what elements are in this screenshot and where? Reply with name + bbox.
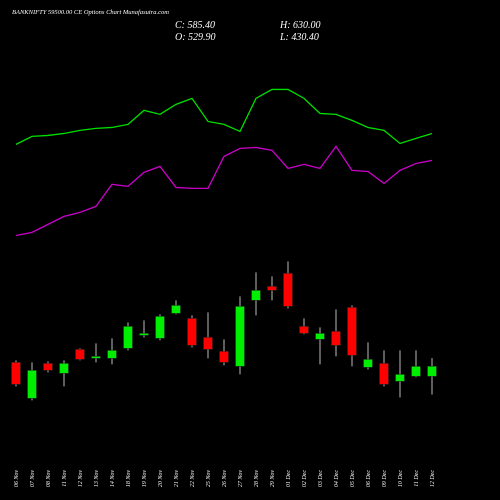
x-tick-label: 27 Nov (238, 470, 244, 488)
candle-body (331, 331, 341, 346)
candle-body (75, 349, 85, 360)
x-tick-label: 11 Dec (414, 470, 420, 487)
x-tick-label: 08 Nov (46, 470, 52, 488)
stat-low: L: 430.40 (279, 32, 319, 43)
x-tick-label: 25 Nov (206, 470, 212, 488)
candle-body (203, 337, 213, 350)
x-tick-label: 14 Nov (109, 470, 116, 488)
x-tick-label: 21 Nov (174, 470, 180, 488)
candle-body (123, 326, 133, 349)
x-tick-label: 04 Dec (333, 470, 340, 487)
candle-body (299, 326, 309, 334)
candle-body (91, 356, 101, 359)
candle-body (155, 316, 165, 339)
candle-body (171, 305, 181, 314)
x-tick-label: 12 Dec (430, 470, 436, 487)
x-tick-label: 09 Dec (382, 470, 388, 487)
stat-close: C: 585.40 (175, 20, 215, 31)
x-tick-label: 03 Dec (318, 470, 324, 487)
candle-body (283, 273, 293, 307)
x-tick-label: 19 Nov (142, 470, 148, 488)
candle-body (379, 363, 389, 385)
stat-high: H: 630.00 (279, 20, 321, 31)
x-tick-label: 07 Nov (30, 470, 36, 488)
x-tick-label: 06 Nov (14, 470, 20, 488)
candle-body (427, 366, 437, 377)
candle-body (315, 333, 325, 340)
candle-body (235, 306, 245, 367)
candle-body (139, 333, 149, 336)
average-line (15, 88, 433, 145)
x-tick-label: 29 Nov (270, 470, 276, 488)
candle-body (251, 290, 261, 301)
x-tick-label: 12 Nov (78, 470, 84, 488)
x-tick-label: 05 Dec (350, 470, 356, 487)
candle-body (363, 359, 373, 368)
x-tick-label: 02 Dec (302, 470, 308, 487)
candle-body (11, 362, 21, 385)
candle-body (411, 366, 421, 377)
candle-body (267, 286, 277, 291)
x-tick-label: 22 Nov (190, 470, 196, 488)
candle-body (107, 350, 117, 359)
x-tick-label: 06 Dec (366, 470, 372, 487)
candle-body (59, 363, 69, 374)
x-tick-label: 11 Nov (62, 470, 68, 487)
chart-title: BANKNIFTY 59500.00 CE Options Chart Muna… (12, 9, 169, 16)
x-tick-label: 20 Nov (158, 470, 164, 488)
x-tick-label: 28 Nov (254, 470, 260, 488)
stat-open: O: 529.90 (175, 32, 216, 43)
candle-body (219, 351, 229, 363)
x-tick-label: 10 Dec (398, 470, 404, 487)
x-tick-label: 13 Nov (94, 470, 100, 488)
x-tick-label: 01 Dec (286, 470, 292, 487)
candle-body (27, 370, 37, 399)
candle-body (187, 318, 197, 346)
average-line (15, 145, 433, 237)
x-tick-label: 26 Nov (222, 470, 228, 488)
candle-body (43, 363, 53, 371)
candle-body (347, 307, 357, 356)
candle-body (395, 374, 405, 382)
x-tick-label: 18 Nov (126, 470, 132, 488)
